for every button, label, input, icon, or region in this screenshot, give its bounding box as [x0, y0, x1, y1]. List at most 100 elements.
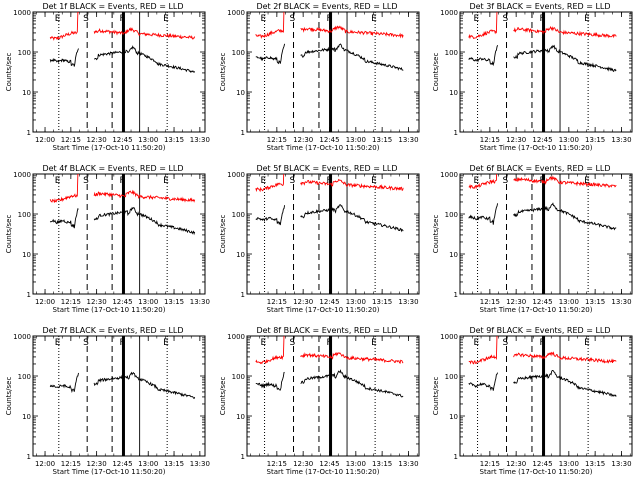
marker-label: S [503, 14, 509, 24]
marker-label: S [83, 338, 89, 348]
y-tick-label: 100 [232, 49, 245, 57]
series-events [49, 206, 196, 236]
x-tick-label: 12:45 [112, 460, 132, 468]
y-tick-label: 1000 [440, 9, 458, 17]
plot-frame [32, 173, 206, 295]
x-tick-label: 12:30 [87, 460, 107, 468]
detector-panel: Det 6f BLACK = Events, RED = LLD 1 10 100 10… [432, 164, 633, 314]
x-tick-label: 12:15 [61, 460, 81, 468]
x-tick-label: 13:00 [346, 298, 366, 306]
y-tick-label: 1 [241, 291, 245, 299]
marker-label: S [83, 14, 89, 24]
panel-title: Det 3f BLACK = Events, RED = LLD [469, 2, 610, 11]
x-axis-label: Start Time (17-Oct-10 11:50:20) [267, 144, 380, 152]
detector-panel: Det 7f BLACK = Events, RED = LLD 1 10 100 10… [5, 326, 210, 476]
x-tick-label: 12:30 [293, 460, 313, 468]
series-lld [468, 12, 617, 40]
plot-area [255, 174, 404, 294]
plot-area [49, 174, 196, 294]
series-lld [468, 336, 617, 365]
series-events [468, 369, 617, 398]
plot-area [49, 12, 196, 132]
x-tick-label: 13:15 [164, 136, 184, 144]
x-tick-label: 13:00 [559, 298, 579, 306]
marker-label: E [371, 338, 377, 348]
marker-label: E [474, 176, 480, 186]
plot-frame [32, 335, 206, 457]
x-tick-label: 12:00 [35, 298, 55, 306]
y-tick-label: 1 [454, 453, 458, 461]
x-tick-label: 12:45 [319, 298, 339, 306]
y-tick-label: 100 [18, 373, 31, 381]
x-tick-label: 12:30 [87, 136, 107, 144]
x-tick-label: 12:15 [267, 136, 287, 144]
panel-title: Det 5f BLACK = Events, RED = LLD [256, 164, 397, 173]
x-tick-label: 12:30 [293, 136, 313, 144]
plot-frame [246, 173, 420, 295]
plot-area [468, 12, 617, 132]
marker-label: E [163, 338, 169, 348]
panel-title: Det 4f BLACK = Events, RED = LLD [42, 164, 183, 173]
x-tick-label: 12:30 [506, 298, 526, 306]
x-tick-label: 13:00 [138, 136, 158, 144]
x-tick-label: 13:30 [611, 460, 631, 468]
detector-panel: Det 5f BLACK = Events, RED = LLD 1 10 100 10… [219, 164, 420, 314]
y-tick-label: 10 [449, 251, 458, 259]
marker-label: F [119, 14, 124, 24]
x-tick-label: 13:30 [190, 298, 210, 306]
x-tick-label: 12:15 [267, 298, 287, 306]
plot-frame [459, 335, 633, 457]
x-axis-label: Start Time (17-Oct-10 11:50:20) [267, 306, 380, 314]
panel-title: Det 1f BLACK = Events, RED = LLD [42, 2, 183, 11]
plot-area [468, 336, 617, 456]
series-lld [468, 174, 617, 190]
y-tick-label: 1000 [13, 333, 31, 341]
y-tick-label: 10 [236, 89, 245, 97]
x-tick-label: 13:30 [398, 136, 418, 144]
y-tick-label: 10 [22, 413, 31, 421]
panel-title: Det 9f BLACK = Events, RED = LLD [469, 326, 610, 335]
x-tick-label: 13:15 [164, 460, 184, 468]
marker-label: E [261, 14, 267, 24]
y-axis-label: Counts/sec [5, 53, 13, 92]
y-tick-label: 100 [445, 211, 458, 219]
detector-panel: Det 2f BLACK = Events, RED = LLD 1 10 100 10… [219, 2, 420, 152]
marker-label: F [327, 14, 332, 24]
y-axis-label: Counts/sec [5, 215, 13, 254]
panel-title: Det 2f BLACK = Events, RED = LLD [256, 2, 397, 11]
y-tick-label: 1000 [440, 333, 458, 341]
y-tick-label: 1 [454, 291, 458, 299]
x-tick-label: 13:00 [138, 460, 158, 468]
x-tick-label: 12:00 [35, 460, 55, 468]
y-axis-label: Counts/sec [432, 53, 440, 92]
series-events [255, 369, 404, 398]
x-tick-label: 12:45 [319, 136, 339, 144]
plot-area [49, 336, 196, 456]
marker-label: F [119, 338, 124, 348]
marker-label: F [540, 176, 545, 186]
marker-label: S [503, 176, 509, 186]
x-tick-label: 12:45 [532, 298, 552, 306]
marker-label: F [327, 176, 332, 186]
marker-label: F [327, 338, 332, 348]
marker-label: E [163, 176, 169, 186]
x-axis-label: Start Time (17-Oct-10 11:50:20) [480, 468, 593, 476]
y-tick-label: 1 [27, 291, 31, 299]
y-tick-label: 1 [27, 129, 31, 137]
x-tick-label: 13:15 [585, 298, 605, 306]
y-tick-label: 100 [445, 49, 458, 57]
y-tick-label: 1 [241, 129, 245, 137]
x-tick-label: 12:15 [61, 136, 81, 144]
y-tick-label: 10 [22, 89, 31, 97]
x-axis-label: Start Time (17-Oct-10 11:50:20) [267, 468, 380, 476]
marker-label: E [55, 14, 61, 24]
plot-area [255, 12, 404, 132]
x-tick-label: 13:30 [190, 136, 210, 144]
detector-panel: Det 3f BLACK = Events, RED = LLD 1 10 100 10… [432, 2, 633, 152]
y-tick-label: 1 [241, 453, 245, 461]
x-tick-label: 12:15 [61, 298, 81, 306]
marker-label: S [290, 338, 296, 348]
marker-label: E [261, 176, 267, 186]
series-events [255, 204, 404, 233]
series-lld [49, 174, 196, 203]
